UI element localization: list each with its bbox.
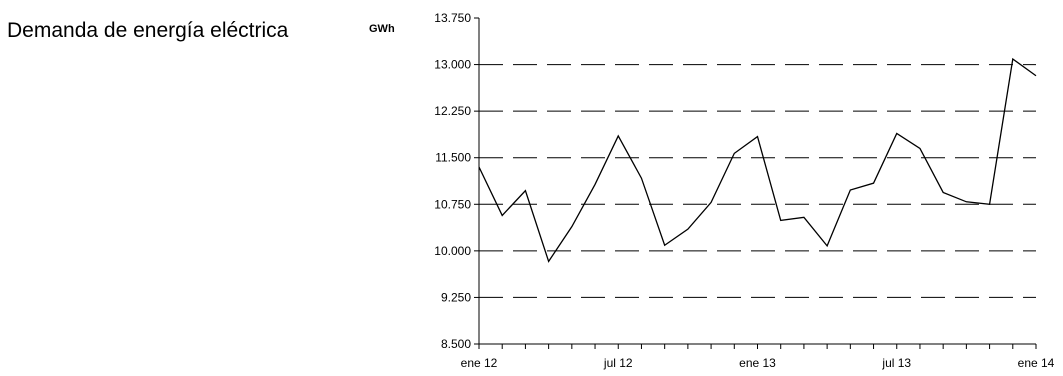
grid-lines	[479, 64, 1036, 298]
y-tick-label: 12.250	[434, 104, 471, 118]
chart-title: Demanda de energía eléctrica	[7, 19, 289, 42]
y-tick-label: 8.500	[441, 337, 471, 351]
y-tick-label: 10.000	[434, 244, 471, 258]
x-tick-label: ene 14	[1018, 356, 1055, 370]
x-tick-label: jul 12	[603, 356, 633, 370]
series-line	[479, 57, 1037, 263]
x-tick-label: ene 13	[739, 356, 776, 370]
y-ticks: 8.500 9.250 10.000 10.750 11.500 12.250 13.000…	[434, 11, 479, 351]
y-tick-label: 11.500	[435, 151, 471, 165]
y-tick-label: 10.750	[434, 197, 471, 211]
x-tick-label: jul 13	[881, 356, 911, 370]
x-ticks: ene 12 jul 12 ene 13 jul 13 ene 14	[461, 344, 1055, 370]
y-tick-label: 13.000	[434, 58, 471, 72]
y-tick-label: 9.250	[441, 290, 471, 304]
axes	[478, 18, 1036, 345]
series	[479, 57, 1037, 263]
y-axis-unit-label: GWh	[369, 23, 395, 35]
y-tick-label: 13.750	[434, 11, 471, 25]
x-tick-label: ene 12	[461, 356, 498, 370]
